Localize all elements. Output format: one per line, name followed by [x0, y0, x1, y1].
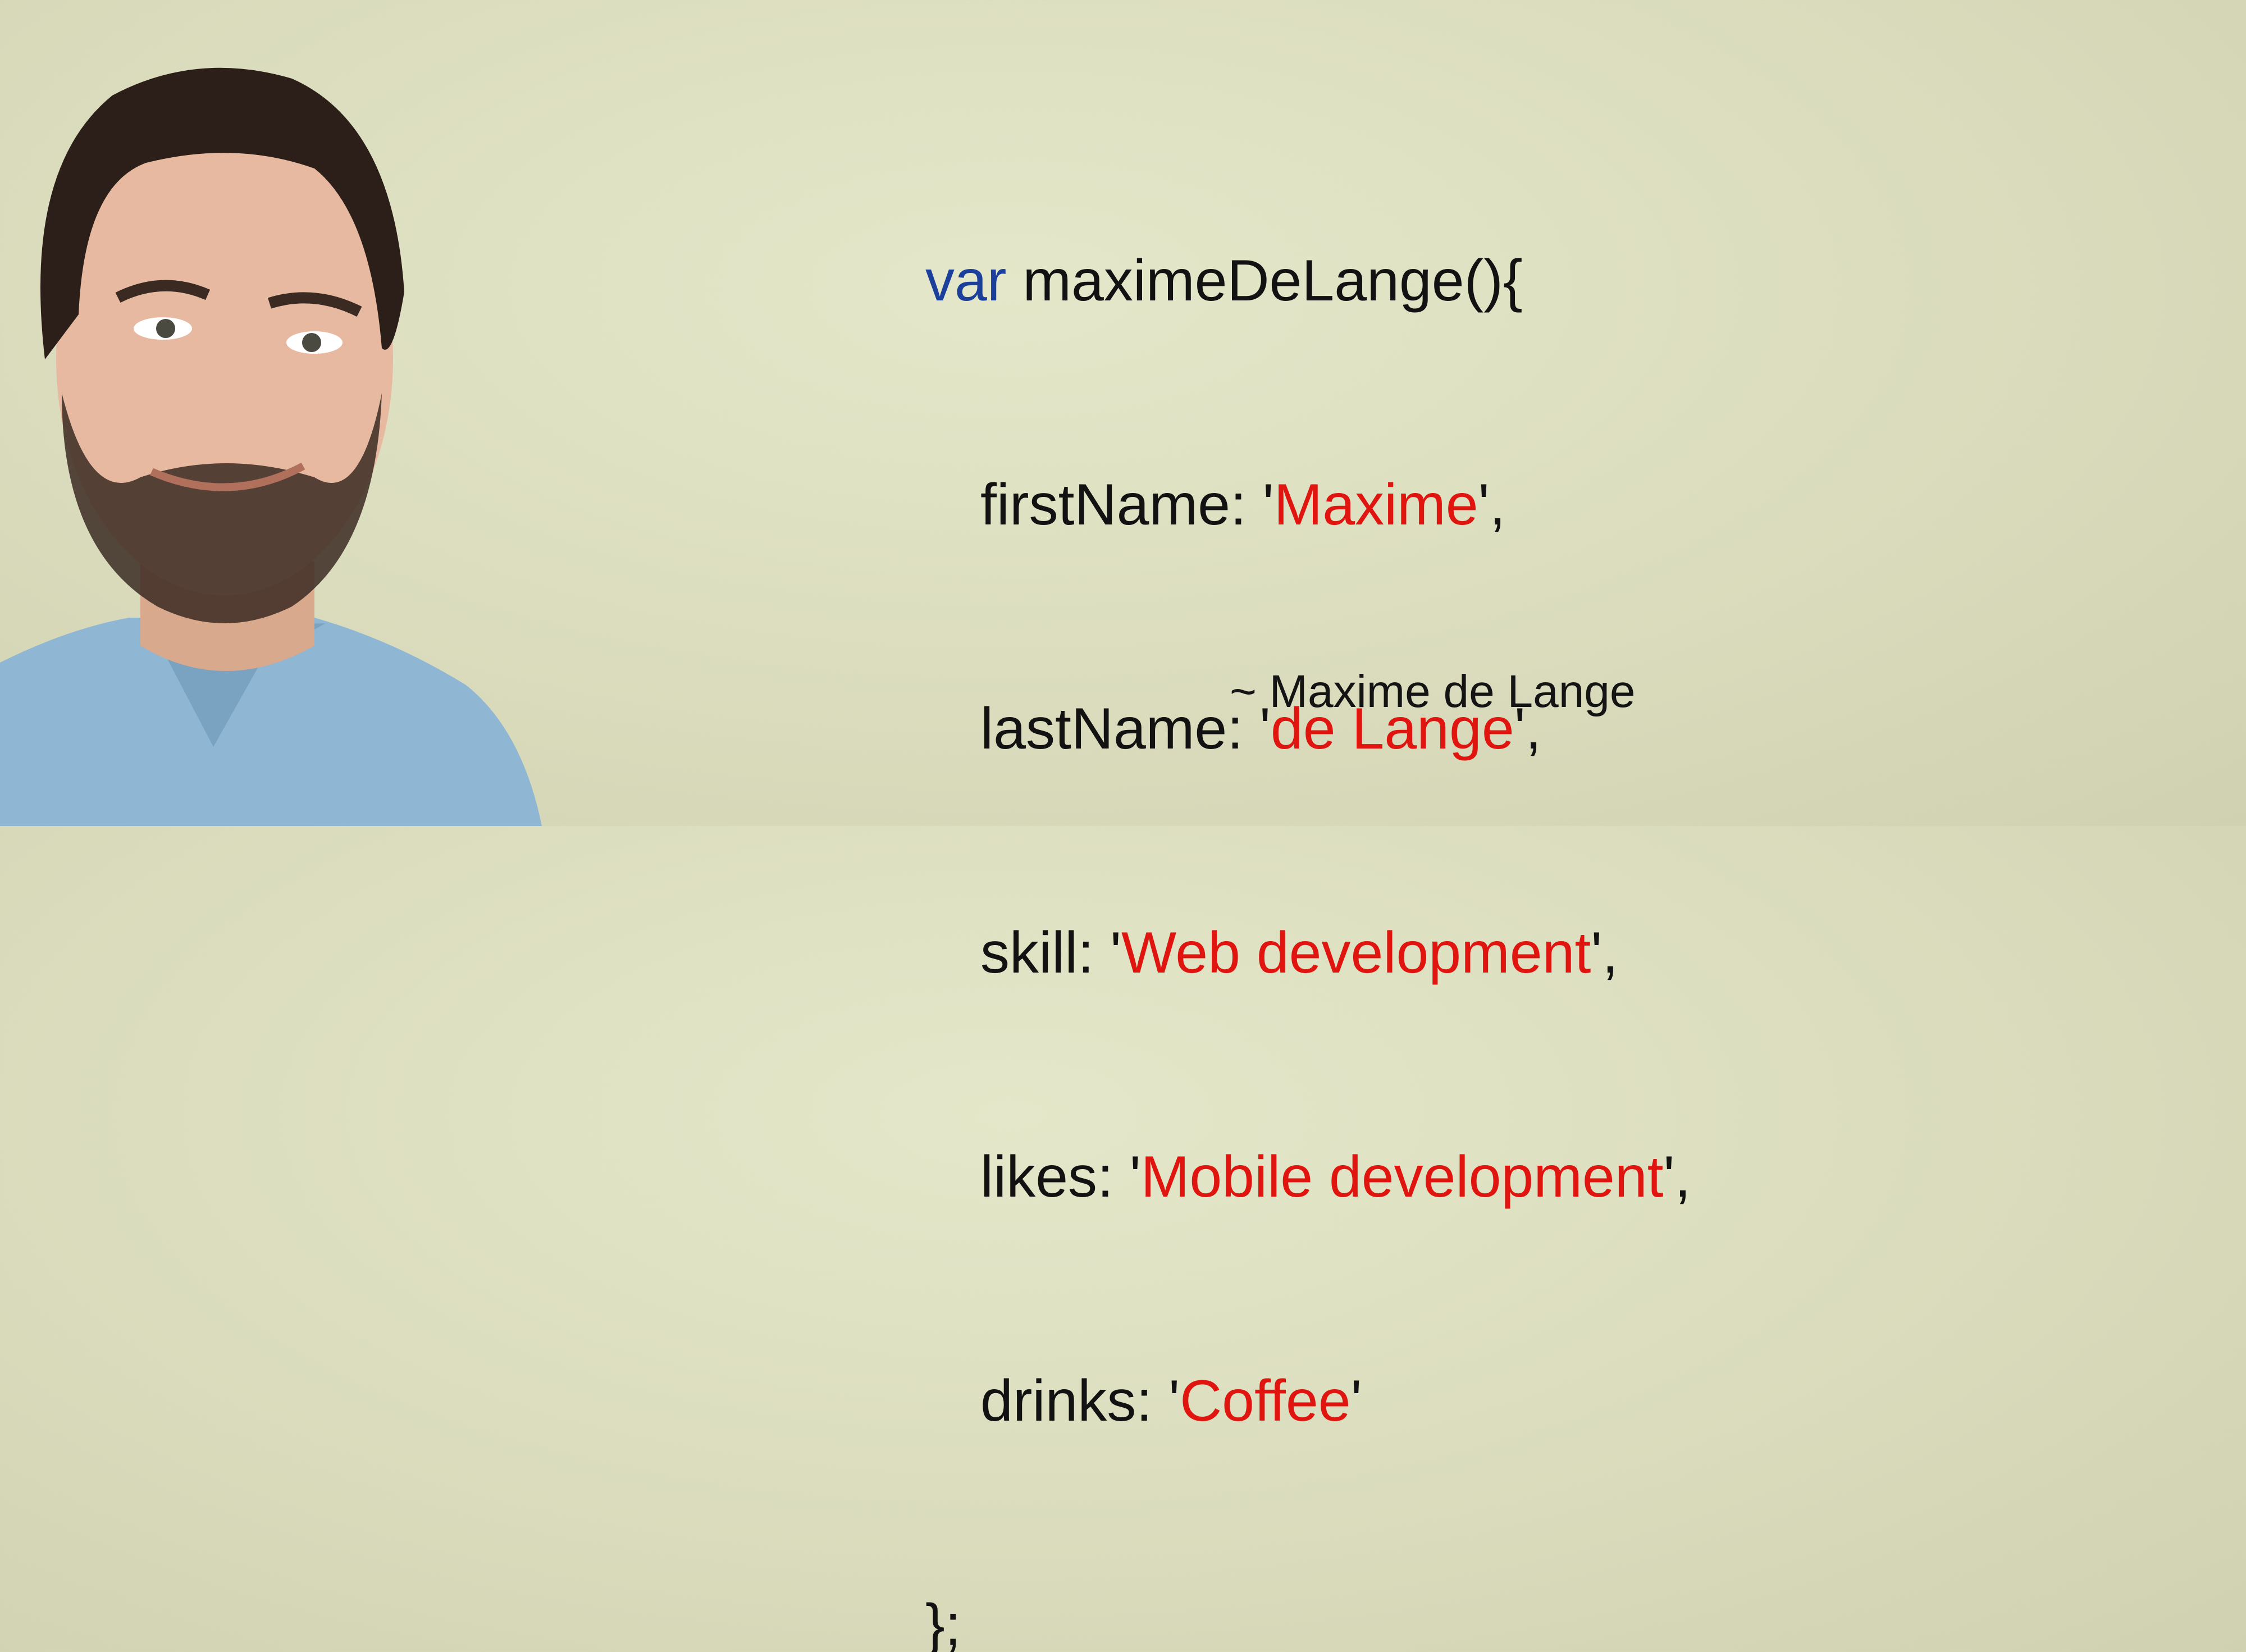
mouth — [150, 462, 305, 491]
code-line: var maximeDeLange(){ — [925, 244, 1691, 318]
field-prefix: drinks: ' — [980, 1368, 1180, 1434]
pupil — [156, 319, 175, 338]
field-suffix: ', — [1478, 472, 1506, 537]
code-line: skill: 'Web development', — [925, 916, 1691, 991]
eyebrow — [115, 280, 211, 303]
code-line: likes: 'Mobile development', — [925, 1140, 1691, 1215]
code-line: firstName: 'Maxime', — [925, 468, 1691, 542]
field-prefix: likes: ' — [980, 1144, 1141, 1210]
field-prefix: lastName: ' — [980, 696, 1271, 761]
code-line: lastName: 'de Lange', — [925, 692, 1691, 766]
signature: ~ Maxime de Lange — [1230, 666, 1636, 717]
beard — [62, 393, 382, 623]
field-suffix: ', — [1591, 920, 1619, 985]
closing: }; — [925, 1592, 961, 1652]
field-suffix: ', — [1663, 1144, 1691, 1210]
portrait — [0, 67, 542, 826]
field-suffix: ', — [1514, 696, 1542, 761]
code-block: var maximeDeLange(){ firstName: 'Maxime'… — [925, 94, 1691, 1652]
shirt — [0, 618, 542, 826]
field-prefix: skill: ' — [980, 920, 1121, 985]
code-line: drinks: 'Coffee' — [925, 1364, 1691, 1439]
field-suffix: ' — [1350, 1368, 1362, 1434]
field-value: Coffee — [1180, 1368, 1351, 1434]
field-value: de Lange — [1270, 696, 1514, 761]
code-line: }; — [925, 1588, 1691, 1652]
keyword: var — [925, 248, 1007, 313]
hair — [40, 67, 404, 359]
eyebrow — [268, 292, 362, 317]
field-value: Mobile development — [1140, 1144, 1664, 1210]
pupil — [302, 333, 321, 352]
field-value: Web development — [1121, 920, 1591, 985]
function-name: maximeDeLange(){ — [1022, 248, 1523, 313]
field-value: Maxime — [1273, 472, 1478, 537]
field-prefix: firstName: ' — [980, 472, 1274, 537]
